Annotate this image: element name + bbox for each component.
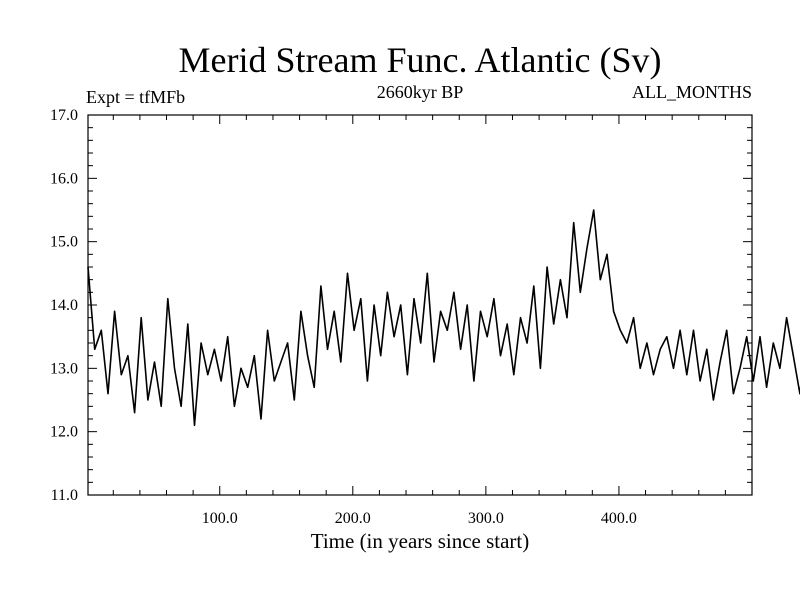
y-tick-label: 12.0 <box>50 424 78 441</box>
y-tick-label: 16.0 <box>50 170 78 187</box>
chart-title: Merid Stream Func. Atlantic (Sv) <box>179 40 662 80</box>
y-tick-label: 15.0 <box>50 234 78 251</box>
x-tick-label: 100.0 <box>202 510 238 527</box>
y-tick-label: 14.0 <box>50 297 78 314</box>
series-line <box>87 209 800 427</box>
y-tick-label: 13.0 <box>50 360 78 377</box>
x-axis-label: Time (in years since start) <box>311 529 530 553</box>
y-tick-label: 17.0 <box>50 107 78 124</box>
plot-frame <box>87 114 753 496</box>
x-tick-label: 400.0 <box>601 510 637 527</box>
months-label: ALL_MONTHS <box>632 82 752 102</box>
y-tick-label: 11.0 <box>51 487 78 504</box>
period-label: 2660kyr BP <box>377 82 464 102</box>
x-tick-label: 300.0 <box>468 510 504 527</box>
axis-ticks <box>88 114 752 496</box>
experiment-label: Expt = tfMFb <box>86 87 185 107</box>
x-tick-label: 200.0 <box>335 510 371 527</box>
series-group <box>87 209 800 427</box>
axis-tick-labels: 11.0 12.0 13.0 14.0 15.0 16.0 17.0 100.0 200.0 30… <box>50 107 637 527</box>
